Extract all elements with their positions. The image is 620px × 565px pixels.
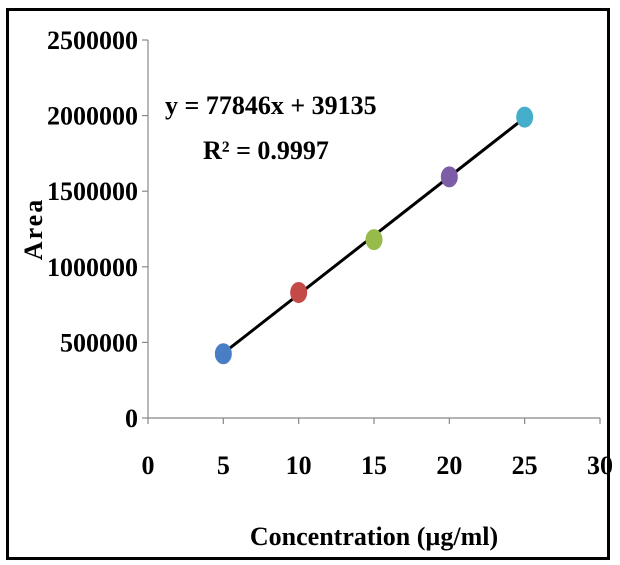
x-tick-label: 25 bbox=[512, 451, 538, 480]
x-tick-label: 15 bbox=[361, 451, 387, 480]
x-tick-label: 10 bbox=[286, 451, 312, 480]
axes bbox=[142, 39, 601, 424]
y-tick-label: 2500000 bbox=[47, 26, 138, 55]
data-point-1 bbox=[214, 343, 232, 365]
data-point-3 bbox=[365, 229, 383, 251]
x-tick-label: 30 bbox=[587, 451, 613, 480]
data-point-4 bbox=[440, 166, 458, 188]
y-tick-label: 0 bbox=[125, 404, 138, 433]
y-tick-label: 2000000 bbox=[47, 102, 138, 131]
data-point-5 bbox=[516, 106, 534, 128]
data-point-2 bbox=[290, 282, 308, 304]
y-tick-label: 1000000 bbox=[47, 253, 138, 282]
y-axis-title: Area bbox=[19, 198, 48, 260]
y-tick-label: 1500000 bbox=[47, 177, 138, 206]
x-axis-title: Concentration (µg/ml) bbox=[250, 522, 498, 551]
tick-labels: 0 500000 1000000 1500000 2000000 2500000 0 5 10 1… bbox=[47, 26, 613, 480]
y-tick-label: 500000 bbox=[60, 328, 138, 357]
equation-label: y = 77846x + 39135 bbox=[165, 91, 377, 120]
chart-frame bbox=[6, 8, 610, 560]
x-tick-label: 5 bbox=[217, 451, 230, 480]
data-points bbox=[214, 106, 534, 365]
x-tick-label: 0 bbox=[142, 451, 155, 480]
x-tick-label: 20 bbox=[436, 451, 462, 480]
r-squared-label: R² = 0.9997 bbox=[203, 136, 329, 165]
